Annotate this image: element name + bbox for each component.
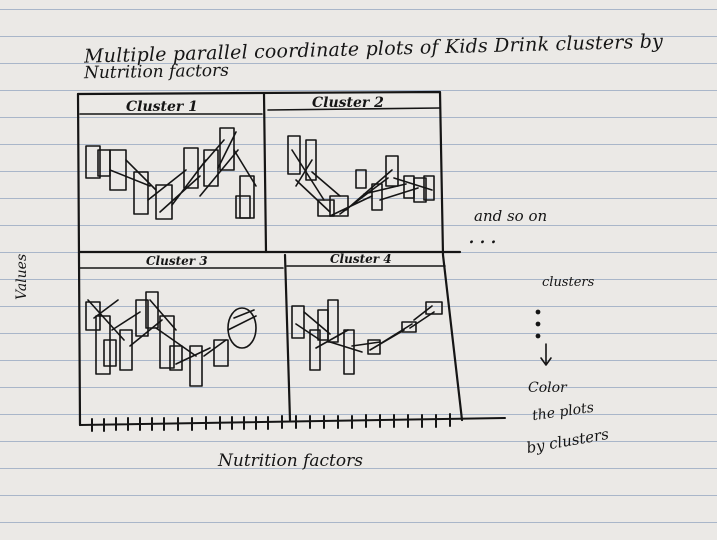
note-color: Color <box>528 380 567 396</box>
panel-title-cluster-1: Cluster 1 <box>126 99 198 115</box>
note-clusters: clusters <box>542 275 595 290</box>
cluster-1-sketch <box>85 127 257 220</box>
note-ellipsis: ... <box>468 224 501 249</box>
down-arrow <box>535 309 552 366</box>
x-axis-label: Nutrition factors <box>218 451 363 471</box>
cluster-3-sketch <box>85 291 257 387</box>
cluster-2-sketch <box>287 135 435 217</box>
panel-grid-frame <box>76 90 464 427</box>
cluster-4-sketch <box>291 299 443 375</box>
panel-title-cluster-3: Cluster 3 <box>146 254 208 268</box>
panel-title-cluster-4: Cluster 4 <box>330 252 392 266</box>
note-and-so-on: and so on <box>474 207 548 225</box>
panel-title-cluster-2: Cluster 2 <box>312 95 384 111</box>
x-axis <box>79 413 506 432</box>
panel-title-bars <box>79 107 446 269</box>
